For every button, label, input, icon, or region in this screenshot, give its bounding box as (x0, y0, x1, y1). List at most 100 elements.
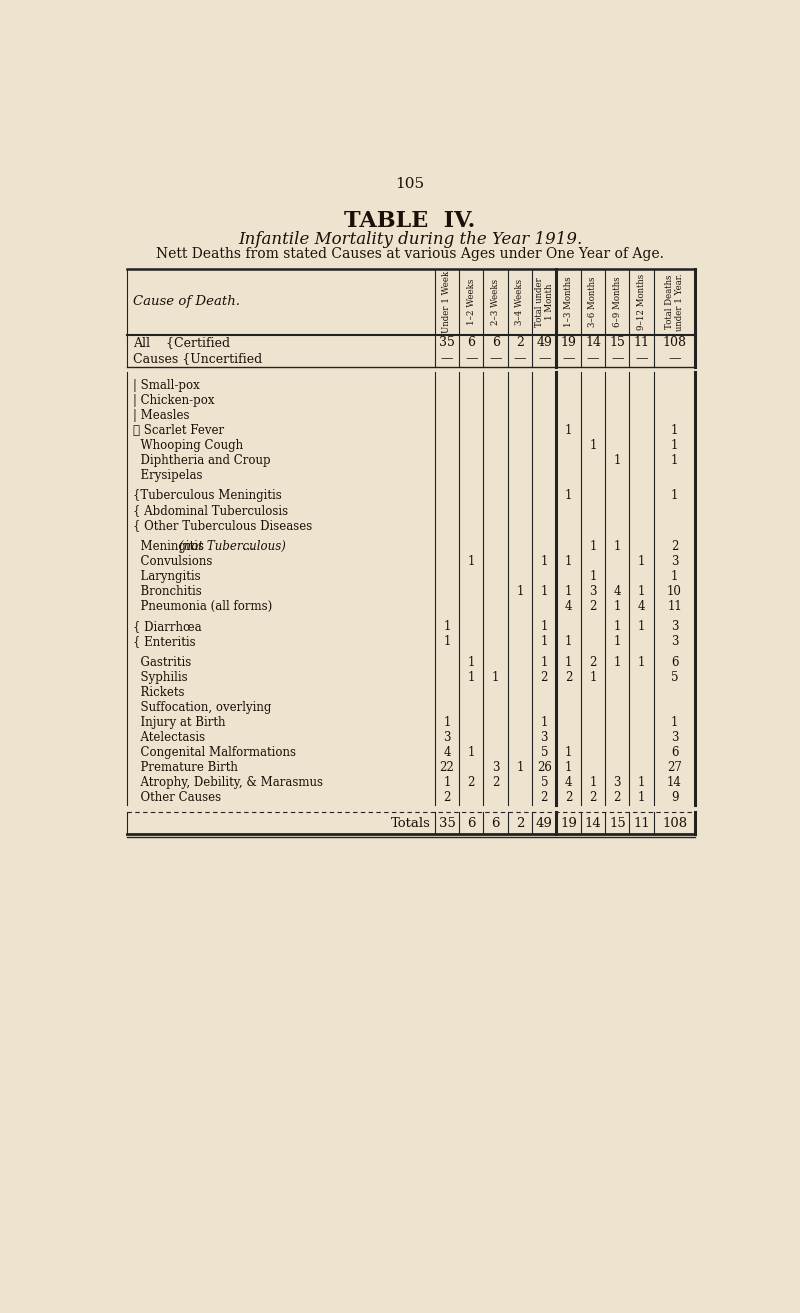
Text: 1: 1 (443, 635, 450, 649)
Text: { Diarrhœa: { Diarrhœa (134, 620, 202, 633)
Text: 1: 1 (671, 439, 678, 452)
Text: 2: 2 (516, 336, 524, 349)
Text: —: — (586, 352, 599, 365)
Text: 14: 14 (585, 817, 602, 830)
Text: 1: 1 (468, 655, 475, 668)
Text: —: — (635, 352, 648, 365)
Text: 15: 15 (610, 336, 626, 349)
Text: 1: 1 (516, 584, 524, 597)
Text: 1: 1 (614, 600, 621, 613)
Text: 1: 1 (565, 655, 572, 668)
Text: 14: 14 (585, 336, 601, 349)
Text: 1: 1 (614, 620, 621, 633)
Text: ...: ... (239, 540, 254, 553)
Text: 1: 1 (443, 716, 450, 729)
Text: 1: 1 (516, 760, 524, 773)
Text: —: — (490, 352, 502, 365)
Text: Suffocation, overlying: Suffocation, overlying (134, 701, 272, 714)
Text: 1: 1 (590, 439, 597, 452)
Text: 19: 19 (561, 336, 577, 349)
Text: 1: 1 (541, 716, 548, 729)
Text: { Other Tuberculous Diseases: { Other Tuberculous Diseases (134, 520, 313, 532)
Text: 5: 5 (541, 776, 548, 789)
Text: 14: 14 (667, 776, 682, 789)
Text: Totals: Totals (391, 817, 431, 830)
Text: 1: 1 (443, 776, 450, 789)
Text: 6: 6 (467, 336, 475, 349)
Text: Infantile Mortality during the Year 1919.: Infantile Mortality during the Year 1919… (238, 231, 582, 248)
Text: 5: 5 (670, 671, 678, 684)
Text: 4: 4 (614, 584, 621, 597)
Text: 1: 1 (565, 554, 572, 567)
Text: Cause of Death.: Cause of Death. (134, 295, 240, 309)
Text: 4: 4 (443, 746, 450, 759)
Text: 1: 1 (638, 584, 646, 597)
Text: 1: 1 (541, 554, 548, 567)
Text: 1: 1 (614, 540, 621, 553)
Text: 49: 49 (536, 336, 552, 349)
Text: { Abdominal Tuberculosis: { Abdominal Tuberculosis (134, 504, 289, 517)
Text: 1–3 Months: 1–3 Months (564, 277, 573, 327)
Text: 2: 2 (614, 790, 621, 804)
Text: Atrophy, Debility, & Marasmus: Atrophy, Debility, & Marasmus (134, 776, 323, 789)
Text: 1: 1 (565, 760, 572, 773)
Text: 2–3 Weeks: 2–3 Weeks (491, 278, 500, 326)
Text: 11: 11 (667, 600, 682, 613)
Text: 1: 1 (541, 635, 548, 649)
Text: | Measles: | Measles (134, 408, 190, 421)
Text: 1: 1 (565, 424, 572, 437)
Text: 105: 105 (395, 177, 425, 190)
Text: Laryngitis: Laryngitis (134, 570, 201, 583)
Text: —: — (514, 352, 526, 365)
Text: Congenital Malformations: Congenital Malformations (134, 746, 296, 759)
Text: Total Deaths
under 1 Year.: Total Deaths under 1 Year. (665, 273, 684, 331)
Text: 6: 6 (492, 336, 500, 349)
Text: 1: 1 (565, 584, 572, 597)
Text: Nett Deaths from stated Causes at various Ages under One Year of Age.: Nett Deaths from stated Causes at variou… (156, 247, 664, 261)
Text: 3: 3 (670, 554, 678, 567)
Text: Other Causes: Other Causes (134, 790, 222, 804)
Text: 9–12 Months: 9–12 Months (637, 274, 646, 330)
Text: 49: 49 (536, 817, 553, 830)
Text: 1: 1 (671, 424, 678, 437)
Text: 1: 1 (541, 584, 548, 597)
Text: 1: 1 (468, 746, 475, 759)
Text: 35: 35 (438, 817, 455, 830)
Text: 2: 2 (590, 600, 597, 613)
Text: (not Tuberculous): (not Tuberculous) (179, 540, 286, 553)
Text: 2: 2 (541, 790, 548, 804)
Text: 1: 1 (614, 454, 621, 467)
Text: Convulsions: Convulsions (134, 554, 213, 567)
Text: ℓ Scarlet Fever: ℓ Scarlet Fever (134, 424, 225, 437)
Text: —: — (611, 352, 623, 365)
Text: 1: 1 (590, 776, 597, 789)
Text: Gastritis: Gastritis (134, 655, 191, 668)
Text: 10: 10 (667, 584, 682, 597)
Text: Rickets: Rickets (134, 685, 185, 699)
Text: 1: 1 (638, 776, 646, 789)
Text: 1: 1 (638, 554, 646, 567)
Text: —: — (465, 352, 478, 365)
Text: 22: 22 (439, 760, 454, 773)
Text: | Small-pox: | Small-pox (134, 378, 200, 391)
Text: 1: 1 (492, 671, 499, 684)
Text: 1: 1 (565, 635, 572, 649)
Text: 1: 1 (468, 554, 475, 567)
Text: 1: 1 (565, 746, 572, 759)
Text: 1: 1 (541, 655, 548, 668)
Text: Premature Birth: Premature Birth (134, 760, 238, 773)
Text: 6: 6 (491, 817, 500, 830)
Text: Bronchitis: Bronchitis (134, 584, 202, 597)
Text: Total under
1 Month: Total under 1 Month (535, 277, 554, 327)
Text: 1: 1 (443, 620, 450, 633)
Text: 1: 1 (671, 570, 678, 583)
Text: 2: 2 (541, 671, 548, 684)
Text: —: — (562, 352, 575, 365)
Text: 3: 3 (614, 776, 621, 789)
Text: Erysipelas: Erysipelas (134, 469, 203, 482)
Text: 2: 2 (443, 790, 450, 804)
Text: 6: 6 (467, 817, 475, 830)
Text: 1: 1 (590, 671, 597, 684)
Text: Syphilis: Syphilis (134, 671, 188, 684)
Text: 3–6 Months: 3–6 Months (589, 277, 598, 327)
